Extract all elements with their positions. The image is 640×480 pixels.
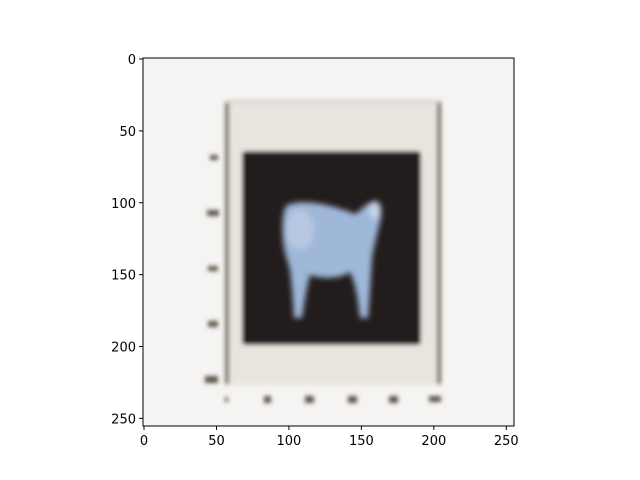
y-tick-label: 200	[111, 341, 136, 356]
x-axis: 0 50 100 150 200 250	[140, 426, 519, 449]
axes-frame	[142, 57, 515, 427]
x-tick-label: 0	[140, 434, 148, 449]
y-tick-label: 100	[111, 197, 136, 212]
y-tick-label: 250	[111, 412, 136, 427]
frame-right-edge	[437, 101, 441, 384]
image-area	[143, 58, 514, 426]
x-tick-label: 250	[494, 434, 519, 449]
y-tick-label: 150	[111, 269, 136, 284]
y-tick-label: 0	[128, 53, 136, 68]
frame-left-marks	[205, 155, 219, 383]
frame-left-edge	[225, 101, 229, 384]
x-tick-label: 50	[208, 434, 225, 449]
y-tick-label: 50	[119, 125, 136, 140]
x-tick-label: 200	[421, 434, 446, 449]
y-axis: 0 50 100 150 200 250	[111, 53, 143, 427]
x-tick-label: 100	[277, 434, 302, 449]
calf	[282, 201, 382, 318]
frame-top-edge	[224, 100, 440, 103]
x-tick-label: 150	[349, 434, 374, 449]
frame-bottom-marks	[225, 396, 441, 403]
